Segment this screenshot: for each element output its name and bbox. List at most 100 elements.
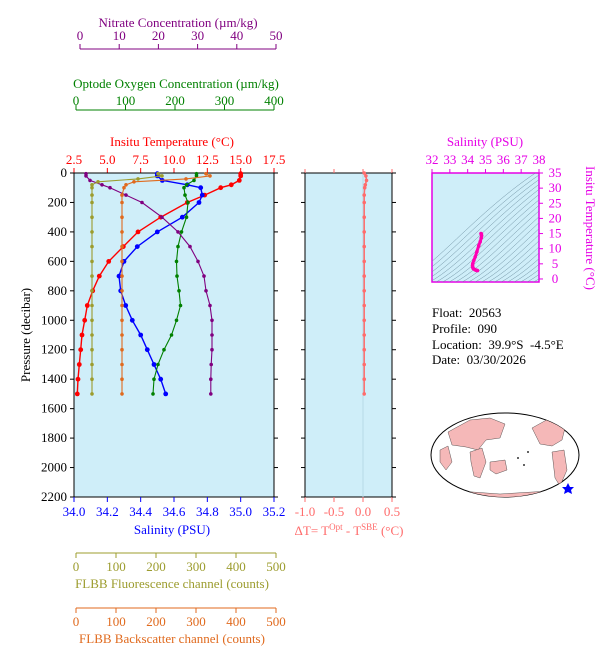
ts-salinity-tick-label: 32 — [426, 152, 439, 167]
ts-salinity-tick-label: 38 — [533, 152, 546, 167]
ts-isopycnal-curve — [532, 278, 539, 282]
nitrate-point — [209, 377, 213, 382]
fluorescence-tick-label: 500 — [266, 559, 286, 574]
pressure-tick-label: 1600 — [41, 401, 67, 416]
ts-isopycnal-curve — [432, 173, 537, 262]
ts-point — [475, 268, 480, 273]
ts-point — [473, 255, 478, 259]
temperature-tick-label: 10.0 — [163, 152, 186, 167]
salinity-point — [144, 347, 150, 353]
oxygen-tick-label: 400 — [264, 93, 284, 108]
ts-isopycnal-curve — [461, 216, 539, 282]
nitrate-point — [210, 333, 214, 337]
ts-temperature-tick-label: 30 — [549, 180, 562, 195]
delta-t-point — [363, 183, 368, 187]
fluorescence-point — [90, 289, 94, 293]
backscatter-tick-label: 0 — [73, 614, 80, 629]
delta-t-point — [362, 392, 367, 396]
oxygen-point — [184, 183, 189, 187]
fluorescence-point — [90, 333, 94, 337]
fluorescence-point — [90, 230, 94, 234]
ts-salinity-tick-label: 34 — [461, 152, 475, 167]
nitrate-point — [84, 174, 88, 178]
nitrate-point — [204, 289, 208, 293]
nitrate-point — [140, 200, 144, 205]
nitrate-point — [196, 259, 200, 264]
salinity-tick-label: 34.2 — [96, 504, 119, 519]
oxygen-point — [178, 303, 183, 308]
ts-point — [472, 258, 476, 263]
ts-temperature-tick-label: 35 — [549, 165, 562, 180]
main-profile-panel: 0 200 400 600 800 1000 1200 1400 1600 1800 2000 220… — [18, 165, 285, 537]
backscatter-point — [120, 362, 124, 367]
backscatter-tick-label: 200 — [146, 614, 166, 629]
temperature-tick-label: 7.5 — [133, 152, 149, 167]
backscatter-tick-label: 300 — [186, 614, 206, 629]
salinity-tick-label: 34.8 — [196, 504, 219, 519]
ts-isopycnal-curve — [526, 274, 539, 282]
nitrate-tick-label: 10 — [113, 28, 126, 43]
float-location-marker — [562, 483, 574, 494]
ts-isopycnal-curve — [432, 179, 539, 273]
pressure-axis-label: Pressure (decibar) — [18, 288, 33, 382]
temperature-point — [82, 317, 88, 323]
delta-t-axis-label: ΔT= TOpt - TSBE (°C) — [295, 522, 404, 538]
ts-isopycnal-curve — [435, 194, 539, 282]
fluorescence-point — [90, 200, 94, 205]
salinity-point — [129, 317, 135, 323]
oxygen-tick-label: 300 — [215, 93, 235, 108]
fluorescence-point — [136, 177, 140, 181]
nitrate-tick-label: 20 — [152, 28, 165, 43]
ts-isopycnal-curve — [493, 246, 539, 282]
nitrate-point — [124, 193, 128, 197]
backscatter-tick-label: 500 — [266, 614, 286, 629]
temperature-tick-label: 15.0 — [229, 152, 252, 167]
oxygen-tick-label: 0 — [73, 93, 80, 108]
salinity-tick-label: 35.0 — [229, 504, 252, 519]
fluorescence-point — [90, 215, 94, 219]
ts-isopycnal-curve — [441, 199, 539, 282]
ts-isopycnal-curve — [513, 263, 539, 282]
fluorescence-point — [90, 362, 94, 367]
oxygen-point — [182, 185, 186, 190]
nitrate-point — [209, 392, 213, 396]
delta-t-tick-label: 0.5 — [384, 504, 400, 519]
temperature-tick-label: 17.5 — [263, 152, 286, 167]
ts-point — [478, 239, 483, 244]
fluorescence-axis: 0 100 200 300 400 500 FLBB Fluorescence chann… — [73, 552, 286, 591]
pressure-tick-label: 1200 — [41, 342, 67, 357]
ts-isopycnal-curve — [506, 258, 539, 282]
oxygen-tick-label: 100 — [116, 93, 136, 108]
ts-temperature-tick-label: 10 — [549, 241, 562, 256]
oxygen-point — [192, 178, 196, 183]
fluorescence-axis-label: FLBB Fluorescence channel (counts) — [75, 576, 269, 591]
pressure-tick-label: 1000 — [41, 312, 67, 327]
delta-t-tick-label: -1.0 — [295, 504, 316, 519]
delta-t-point — [362, 200, 367, 205]
date-text: Date: 03/30/2026 — [432, 352, 526, 367]
pressure-tick-label: 800 — [48, 283, 68, 298]
delta-t-point — [362, 215, 367, 219]
pressure-tick-label: 2000 — [41, 460, 67, 475]
delta-t-point — [362, 289, 367, 293]
ts-isopycnal-curve — [500, 252, 539, 282]
temperature-point — [236, 178, 242, 183]
delta-t-point — [362, 274, 367, 278]
salinity-point — [123, 303, 129, 308]
oxygen-point — [174, 259, 179, 264]
oxygen-point — [184, 215, 189, 219]
fluorescence-point — [90, 347, 94, 352]
oxygen-point — [156, 362, 160, 367]
nitrate-point — [176, 230, 180, 234]
salinity-point — [116, 273, 122, 279]
temperature-axis-label: Insitu Temperature (°C) — [110, 134, 234, 149]
temperature-tick-label: 2.5 — [66, 152, 82, 167]
salinity-point — [134, 244, 140, 250]
fluorescence-point — [160, 174, 164, 178]
ts-temperature-tick-label: 20 — [549, 210, 562, 225]
backscatter-point — [120, 200, 124, 205]
nitrate-axis-label: Nitrate Concentration (µm/kg) — [98, 15, 257, 30]
backscatter-point — [124, 183, 128, 187]
backscatter-point — [120, 274, 124, 278]
